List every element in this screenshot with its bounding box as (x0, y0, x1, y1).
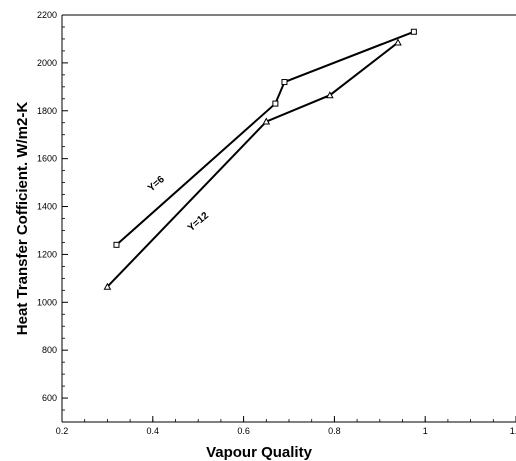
series-annotation: Y=12 (186, 210, 212, 234)
y-tick-label: 2000 (37, 58, 57, 68)
data-point-triangle (394, 38, 402, 46)
x-tick-label: 0.4 (147, 426, 160, 436)
y-tick-label: 1600 (37, 154, 57, 164)
series-line (115, 30, 415, 246)
y-tick-label: 2200 (37, 10, 57, 20)
data-point-square (272, 100, 279, 107)
x-tick-label: 0.6 (237, 426, 250, 436)
x-tick-label: 0.8 (328, 426, 341, 436)
series-annotation: Y=6 (146, 174, 167, 194)
series-line (106, 41, 399, 288)
annotation-layer: Y=6 Y=12 (146, 174, 211, 234)
data-point-square (113, 241, 120, 248)
y-tick-label: 600 (42, 393, 57, 403)
data-point-square (410, 28, 417, 35)
y-tick-label: 800 (42, 345, 57, 355)
data-point-square (281, 79, 288, 86)
y-tick-label: 1200 (37, 249, 57, 259)
x-axis-title: Vapour Quality (206, 444, 313, 461)
data-point-triangle (326, 91, 334, 99)
series-layer (103, 28, 417, 290)
data-point-triangle (103, 282, 112, 290)
y-tick-label: 1000 (37, 297, 57, 307)
data-point-triangle (262, 117, 271, 125)
x-tick-label: 0.2 (56, 426, 69, 436)
y-axis-title: Heat Transfer Cofficient. W/m2-K (14, 102, 31, 336)
axes (61, 14, 516, 423)
y-tick-label: 1400 (37, 202, 57, 212)
y-tick-label: 1800 (37, 106, 57, 116)
x-tick-label: 1 (423, 426, 428, 436)
x-tick-label: 1.2 (510, 426, 516, 436)
ticks: 0.2 0.4 0.6 0.8 1 1.2 600 800 1000 1200 1400 1600 18… (37, 10, 516, 436)
